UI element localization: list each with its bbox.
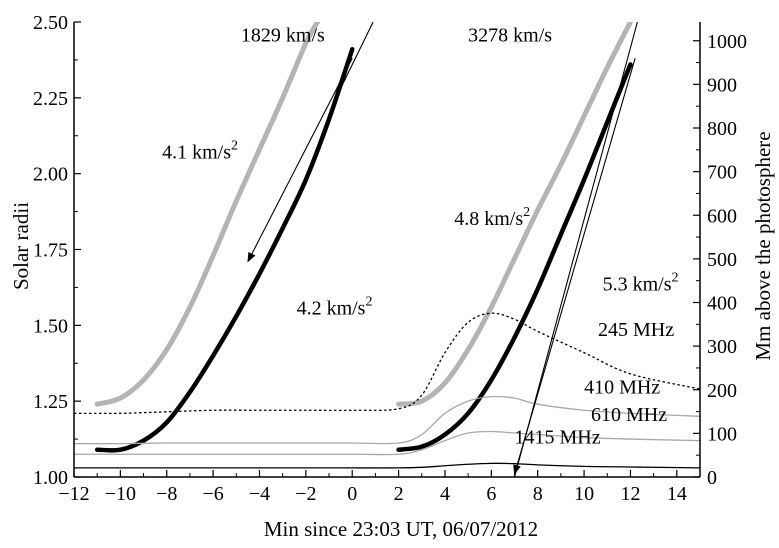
- y-left-tick-label: 1.25: [33, 391, 68, 413]
- x-tick-label: −2: [295, 483, 316, 505]
- annotation-label: 4.2 km/s2: [297, 295, 373, 320]
- series-610-mhz: [74, 430, 700, 456]
- annotation-label: 1829 km/s: [241, 25, 325, 47]
- y-left-tick-label: 2.50: [33, 12, 68, 34]
- y-right-tick-label: 500: [707, 249, 737, 271]
- annotation-superscript: 2: [523, 205, 530, 220]
- annotation-superscript: 2: [365, 295, 372, 310]
- series-0: [94, 22, 320, 407]
- series-8: [335, 22, 374, 99]
- annotation-label: 4.1 km/s2: [162, 139, 238, 164]
- annotation-label: 245 MHz: [598, 319, 674, 341]
- axes-layer: −12 −10 −8 −6 −4 −2 0 2 4 6 8 10 12 14 1.00 1.25 1.50 1.7…: [33, 12, 747, 505]
- series-410-mhz: [74, 395, 700, 445]
- x-tick-label: 6: [486, 483, 496, 505]
- x-tick-label: −6: [202, 483, 223, 505]
- x-axis-title: Min since 23:03 UT, 06/07/2012: [264, 517, 538, 541]
- x-tick-label: 10: [574, 483, 594, 505]
- x-tick-label: 0: [347, 483, 357, 505]
- y-left-tick-label: 1.00: [33, 467, 68, 489]
- x-tick-label: 2: [394, 483, 404, 505]
- y-right-tick-label: 400: [707, 293, 737, 315]
- x-tick-label: 8: [533, 483, 543, 505]
- x-tick-label: 4: [440, 483, 450, 505]
- series-245-mhz: [74, 312, 700, 415]
- y-right-tick-label: 200: [707, 380, 737, 402]
- y-right-tick-label: 700: [707, 162, 737, 184]
- series-3: [396, 62, 633, 452]
- x-tick-label: −4: [249, 483, 270, 505]
- y-left-tick-label: 2.00: [33, 164, 68, 186]
- velocity-arrow-0: [247, 58, 353, 263]
- series-9: [513, 22, 638, 477]
- curves-group: [74, 22, 700, 477]
- x-tick-label: 12: [620, 483, 640, 505]
- x-tick-label: 14: [667, 483, 687, 505]
- y-right-tick-label: 900: [707, 74, 737, 96]
- y-right-tick-label: 100: [707, 423, 737, 445]
- annotations-layer: 1829 km/s 3278 km/s 4.1 km/s2 4.2 km/s2 4.8 …: [162, 25, 678, 449]
- x-tick-label: −10: [105, 483, 136, 505]
- annotation-label: 1415 MHz: [515, 427, 601, 449]
- annotation-superscript: 2: [231, 139, 238, 154]
- curves-layer: [74, 22, 700, 477]
- y-right-tick-label: 0: [707, 467, 717, 489]
- series-1: [94, 47, 355, 453]
- y-left-tick-label: 1.50: [33, 315, 68, 337]
- y-right-tick-label: 800: [707, 118, 737, 140]
- y-right-tick-label: 300: [707, 336, 737, 358]
- velocity-arrow-1: [513, 58, 636, 475]
- annotation-label: 4.8 km/s2: [454, 205, 530, 230]
- y-left-tick-label: 2.25: [33, 88, 68, 110]
- y-right-tick-label: 1000: [707, 31, 747, 53]
- x-tick-label: −12: [58, 483, 89, 505]
- series-1415-mhz: [74, 462, 700, 469]
- annotation-label: 5.3 km/s2: [603, 270, 679, 295]
- x-tick-label: −8: [156, 483, 177, 505]
- annotation-label: 3278 km/s: [468, 25, 552, 47]
- annotation-superscript: 2: [672, 270, 679, 285]
- annotation-label: 610 MHz: [591, 404, 667, 426]
- annotation-label: 410 MHz: [584, 377, 660, 399]
- series-2: [396, 22, 633, 407]
- y-left-tick-label: 1.75: [33, 240, 68, 262]
- y-axis-right-title: Mm above the photosphere: [751, 131, 775, 360]
- y-axis-left-title: Solar radii: [9, 202, 33, 290]
- y-right-tick-label: 600: [707, 205, 737, 227]
